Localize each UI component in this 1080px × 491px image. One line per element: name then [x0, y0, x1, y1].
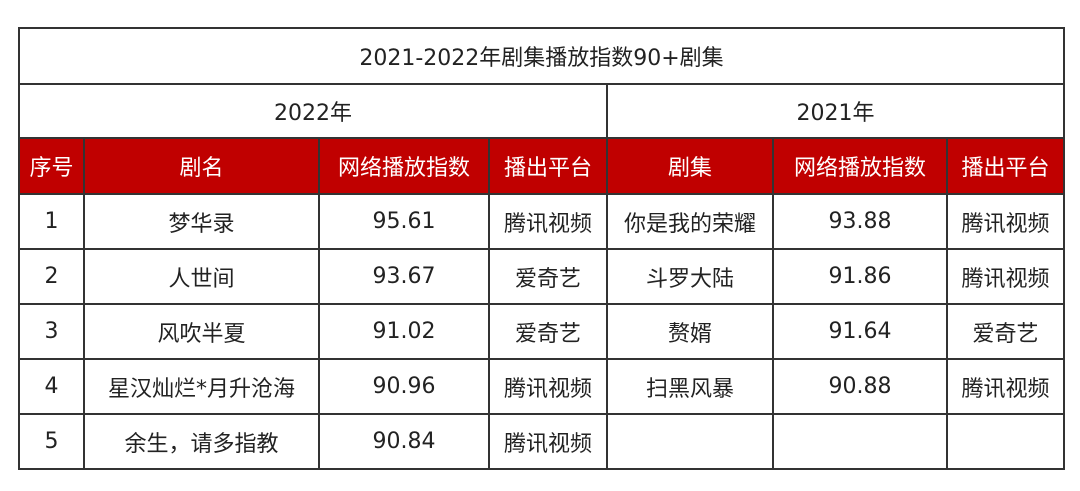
name-2021-cell: 赘婿 [606, 303, 774, 360]
platform-2022-cell: 腾讯视频 [488, 413, 608, 470]
header-index-2022: 网络播放指数 [318, 137, 490, 195]
index-2021-cell [772, 413, 948, 470]
platform-2022-cell: 爱奇艺 [488, 248, 608, 305]
name-2022-cell: 梦华录 [83, 193, 320, 250]
rank-cell: 3 [18, 303, 85, 360]
name-2022-cell: 人世间 [83, 248, 320, 305]
table-row: 1 梦华录 95.61 腾讯视频 你是我的荣耀 93.88 腾讯视频 [18, 193, 1066, 250]
platform-2021-cell: 腾讯视频 [945, 358, 1066, 415]
platform-2021-cell: 腾讯视频 [945, 248, 1066, 305]
platform-2022-cell: 爱奇艺 [488, 303, 608, 360]
index-2021-cell: 91.86 [772, 248, 948, 305]
table-title: 2021-2022年剧集播放指数90+剧集 [17, 27, 1066, 85]
index-2022-cell: 95.61 [318, 193, 490, 250]
year-2022-header: 2022年 [18, 83, 608, 139]
header-name-2021: 剧集 [606, 137, 774, 195]
header-index-2021: 网络播放指数 [772, 137, 948, 195]
column-header-row: 序号 剧名 网络播放指数 播出平台 剧集 网络播放指数 播出平台 [18, 137, 1066, 195]
platform-2021-cell: 爱奇艺 [945, 303, 1066, 360]
name-2021-cell: 斗罗大陆 [606, 248, 774, 305]
index-2022-cell: 90.96 [318, 358, 490, 415]
name-2021-cell: 你是我的荣耀 [606, 193, 774, 250]
drama-index-table: 2021-2022年剧集播放指数90+剧集 2022年 2021年 序号 剧名 … [17, 27, 1066, 470]
table-row: 3 风吹半夏 91.02 爱奇艺 赘婿 91.64 爱奇艺 [18, 303, 1066, 360]
platform-2021-cell: 腾讯视频 [945, 193, 1066, 250]
index-2022-cell: 93.67 [318, 248, 490, 305]
name-2022-cell: 余生，请多指教 [83, 413, 320, 470]
year-2021-header: 2021年 [605, 83, 1066, 139]
index-2021-cell: 93.88 [772, 193, 948, 250]
table-row: 5 余生，请多指教 90.84 腾讯视频 [18, 413, 1066, 470]
rank-cell: 4 [18, 358, 85, 415]
name-2021-cell: 扫黑风暴 [606, 358, 774, 415]
name-2021-cell [606, 413, 774, 470]
index-2022-cell: 90.84 [318, 413, 490, 470]
header-platform-2021: 播出平台 [945, 137, 1066, 195]
name-2022-cell: 星汉灿烂*月升沧海 [83, 358, 320, 415]
header-platform-2022: 播出平台 [488, 137, 608, 195]
rank-cell: 5 [18, 413, 85, 470]
platform-2022-cell: 腾讯视频 [488, 358, 608, 415]
platform-2021-cell [945, 413, 1066, 470]
table-row: 2 人世间 93.67 爱奇艺 斗罗大陆 91.86 腾讯视频 [18, 248, 1066, 305]
index-2021-cell: 91.64 [772, 303, 948, 360]
index-2022-cell: 91.02 [318, 303, 490, 360]
rank-cell: 1 [18, 193, 85, 250]
name-2022-cell: 风吹半夏 [83, 303, 320, 360]
table-row: 4 星汉灿烂*月升沧海 90.96 腾讯视频 扫黑风暴 90.88 腾讯视频 [18, 358, 1066, 415]
platform-2022-cell: 腾讯视频 [488, 193, 608, 250]
header-name-2022: 剧名 [83, 137, 320, 195]
header-rank: 序号 [18, 137, 85, 195]
rank-cell: 2 [18, 248, 85, 305]
index-2021-cell: 90.88 [772, 358, 948, 415]
